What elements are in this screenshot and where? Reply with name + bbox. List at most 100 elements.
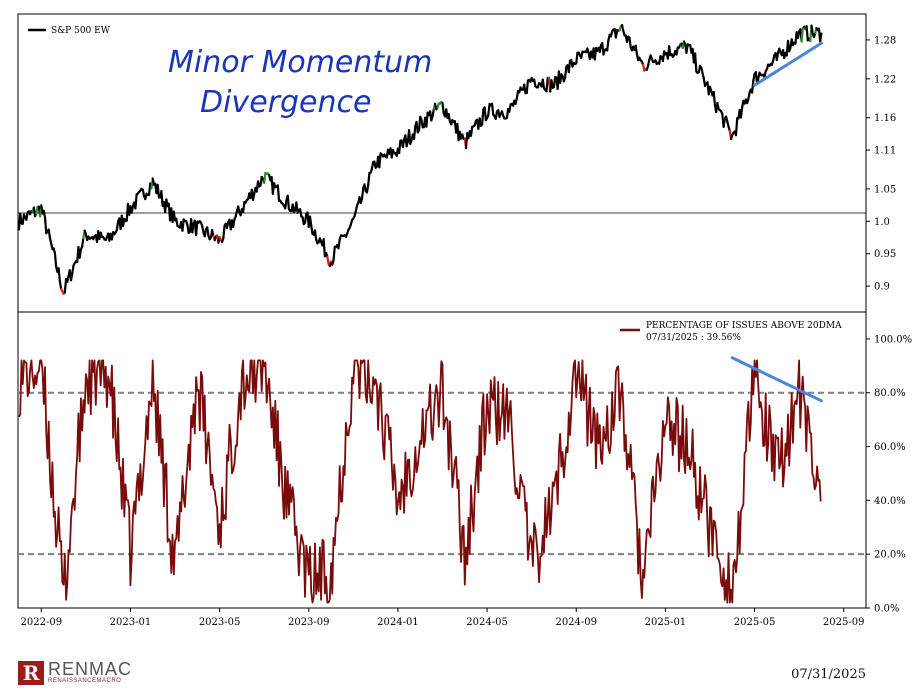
top-series-segment — [286, 194, 291, 211]
top-series-segment — [563, 65, 568, 79]
renmac-logo: R RENMAC RENAISSANCEMACRO — [18, 660, 132, 685]
top-series-segment — [326, 255, 330, 265]
top-series-segment — [370, 161, 375, 170]
top-ytick-label: 1.22 — [874, 74, 896, 85]
bottom-ytick-label: 20.0% — [874, 550, 906, 561]
bottom-ytick-label: 60.0% — [874, 442, 906, 453]
top-series-segment — [194, 220, 199, 237]
top-series-segment — [242, 201, 246, 214]
top-series-segment — [186, 223, 190, 234]
top-series-segment — [668, 45, 672, 57]
logo-brand-sub: RENAISSANCEMACRO — [48, 678, 122, 684]
top-series-segment — [47, 228, 52, 240]
top-series-segment — [483, 106, 487, 122]
top-series-segment — [276, 184, 281, 202]
top-ytick-label: 1.0 — [874, 217, 890, 228]
top-series-segment — [232, 218, 236, 228]
bottom-xtick-label: 2023-09 — [288, 617, 330, 628]
bottom-panel: 0.0% 20.0% 40.0% 60.0% 80.0% 100.0% 2022-09 20… — [17, 311, 912, 628]
top-series-segment — [734, 117, 739, 137]
bottom-legend-sublabel: 07/31/2025 : 39.56% — [646, 333, 741, 343]
top-series-segment — [575, 51, 579, 65]
top-series-segment — [130, 205, 135, 214]
top-series-segment — [181, 218, 185, 232]
top-series-segment — [567, 59, 572, 74]
top-ytick-label: 1.16 — [874, 113, 896, 124]
bottom-panel-frame — [17, 311, 867, 609]
top-series-segment — [363, 183, 367, 193]
top-ytick-label: 1.28 — [874, 35, 896, 46]
top-series-segment — [134, 193, 138, 210]
bottom-ytick-label: 80.0% — [874, 388, 906, 399]
top-divergence-trendline — [753, 41, 823, 87]
top-series-segment — [19, 212, 23, 225]
top-ytick-label: 0.95 — [874, 249, 896, 260]
top-series-segment — [675, 46, 679, 56]
top-ytick-label: 1.11 — [874, 146, 896, 157]
top-series-segment — [694, 52, 698, 73]
top-series-segment — [81, 236, 85, 248]
bottom-xtick-label: 2023-05 — [199, 617, 241, 628]
top-panel-frame — [17, 13, 867, 313]
top-series-segment — [810, 24, 814, 35]
top-series-segment — [712, 90, 717, 107]
top-series-segment — [541, 78, 546, 90]
top-series-segment — [284, 199, 288, 210]
bottom-series-line — [18, 359, 822, 604]
top-series-segment — [598, 44, 603, 54]
annotation-line-2: Divergence — [200, 85, 371, 120]
top-series-segment — [69, 272, 74, 282]
top-series-segment — [58, 280, 63, 290]
logo-brand: RENMAC — [48, 659, 133, 679]
bottom-xtick-label: 2024-01 — [377, 617, 419, 628]
annotation-line-1: Minor Momentum — [168, 45, 432, 80]
bottom-xtick-label: 2025-01 — [645, 617, 687, 628]
top-ytick-label: 0.9 — [874, 282, 890, 293]
top-series-segment — [494, 110, 499, 120]
top-series-segment — [490, 102, 495, 116]
bottom-xtick-label: 2022-09 — [21, 617, 63, 628]
top-series-segment — [447, 113, 452, 123]
top-series-segment — [322, 238, 326, 258]
top-series-segment — [487, 102, 491, 117]
footer-date: 07/31/2025 — [791, 667, 866, 682]
top-series-segment — [545, 76, 549, 93]
top-series-segment — [360, 186, 365, 200]
bottom-legend-label: PERCENTAGE OF ISSUES ABOVE 20DMA — [646, 321, 842, 331]
bottom-xtick-label: 2025-09 — [823, 617, 865, 628]
top-series-segment — [752, 73, 756, 83]
top-series-segment — [658, 55, 662, 65]
top-series-segment — [398, 139, 402, 155]
top-series-segment — [634, 44, 639, 56]
top-series-segment — [431, 107, 435, 118]
top-series-segment — [805, 24, 809, 42]
top-series-segment — [367, 171, 371, 187]
chart-canvas: 0.9 0.95 1.0 1.05 1.11 1.16 1.22 1.28 S&P 500 E… — [17, 13, 912, 628]
top-legend-label: S&P 500 EW — [51, 26, 111, 36]
top-series-segment — [739, 106, 744, 119]
bottom-xtick-label: 2023-01 — [110, 617, 152, 628]
top-series-segment — [156, 183, 161, 199]
top-series-segment — [401, 138, 406, 149]
top-series-segment — [263, 171, 267, 184]
top-series-segment — [303, 213, 308, 224]
top-series-segment — [115, 220, 120, 232]
top-series-segment — [481, 108, 485, 126]
top-series-segment — [310, 224, 314, 236]
top-series-segment — [628, 36, 632, 49]
logo-mark: R — [18, 660, 44, 685]
bottom-ytick-label: 40.0% — [874, 496, 906, 507]
bottom-ytick-label: 100.0% — [874, 334, 912, 345]
top-series-segment — [819, 32, 823, 43]
top-series-segment — [412, 125, 417, 141]
top-series-segment — [800, 27, 804, 43]
top-series-segment — [175, 217, 179, 227]
top-ytick-label: 1.05 — [874, 184, 896, 195]
top-series-segment — [25, 211, 29, 221]
top-series-segment — [71, 264, 75, 275]
top-series-segment — [747, 91, 751, 101]
top-series-segment — [42, 209, 47, 219]
top-series-segment — [425, 111, 429, 128]
top-series-segment — [441, 102, 445, 115]
top-series-segment — [337, 238, 341, 250]
